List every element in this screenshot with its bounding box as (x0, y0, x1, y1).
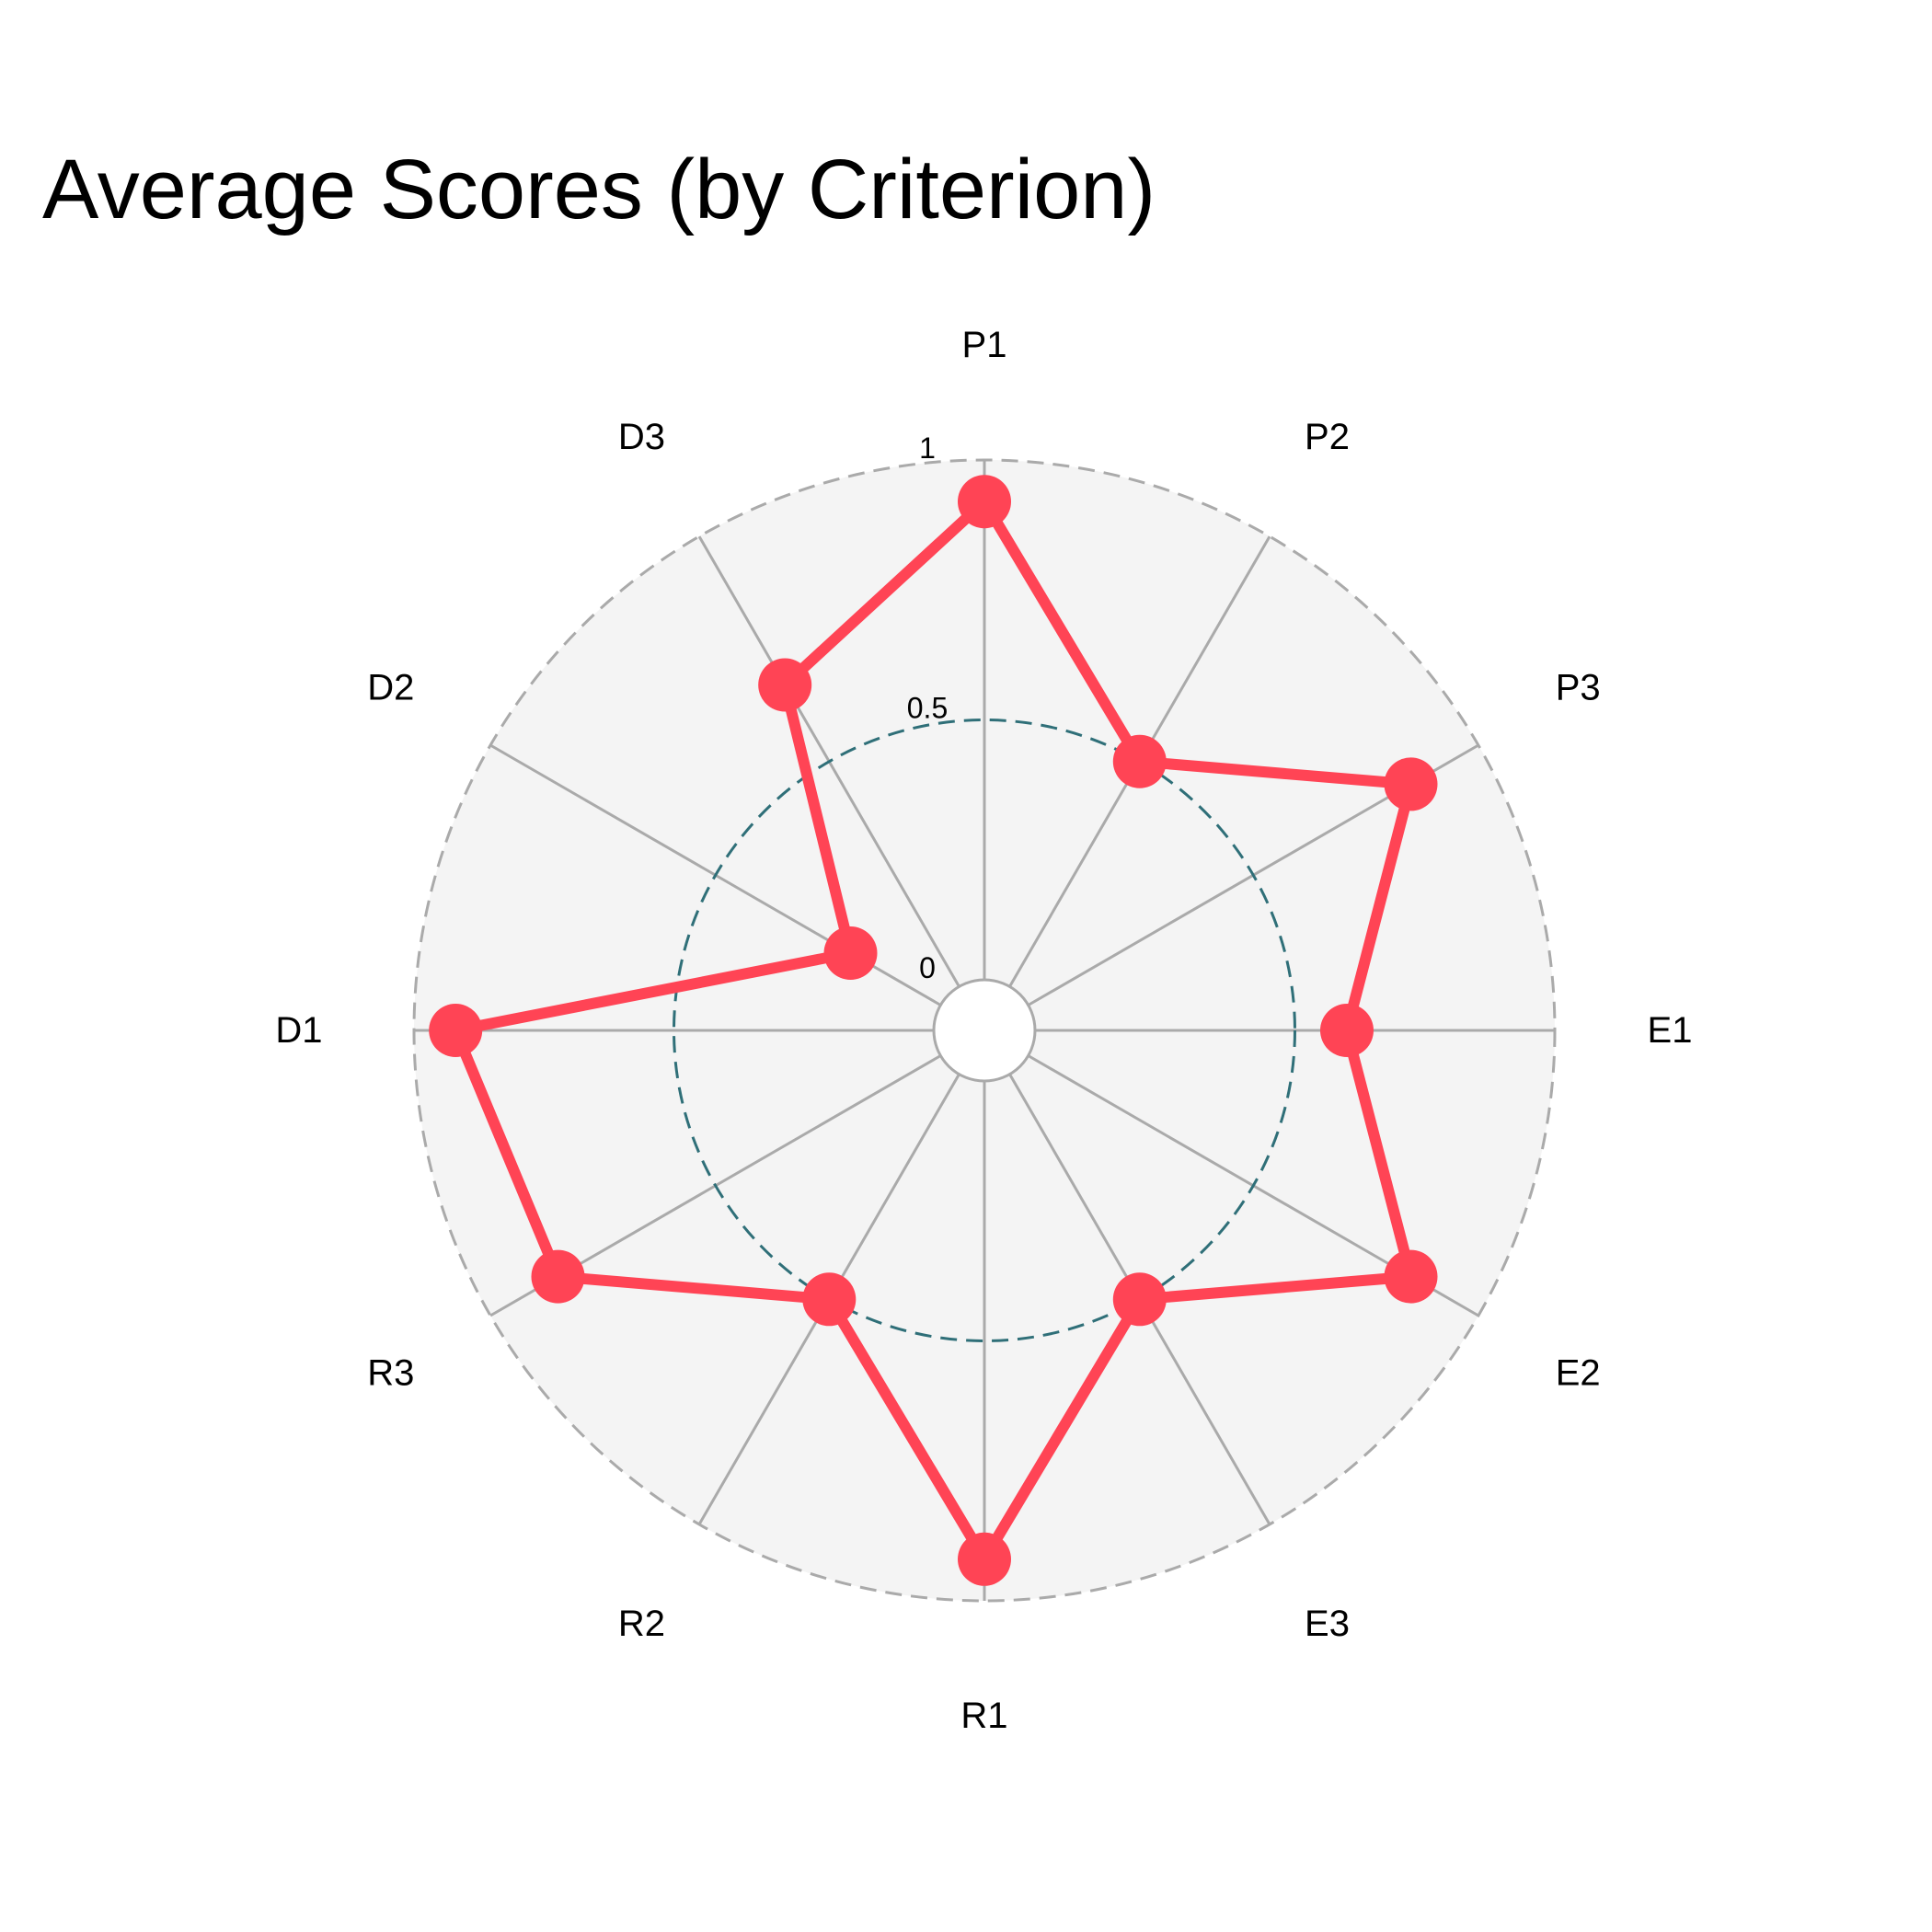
axis-label-r2: R2 (618, 1604, 665, 1644)
axis-label-r1: R1 (960, 1696, 1007, 1736)
axis-label-p2: P2 (1305, 417, 1350, 457)
mid-ring (673, 719, 1296, 1342)
data-point-p2 (1112, 734, 1167, 788)
data-point-e3 (1112, 1272, 1167, 1327)
data-point-e2 (1384, 1249, 1438, 1304)
data-point-d1 (429, 1004, 483, 1057)
axis-label-e2: E2 (1556, 1353, 1601, 1394)
radial-tick-label: 0.5 (907, 692, 948, 725)
data-point-r3 (531, 1249, 585, 1304)
axis-labels: P1 P2 P3 E1 E2 E3 R1 R2 R3 D1 D2 D3 (275, 325, 1692, 1736)
plot-background (414, 460, 1555, 1601)
radial-tick-labels: 00.51 (907, 431, 948, 984)
data-point-e1 (1320, 1004, 1374, 1057)
data-point-d3 (758, 658, 812, 712)
axis-label-d1: D1 (275, 1010, 322, 1051)
axis-label-e3: E3 (1305, 1604, 1350, 1644)
axis-label-r3: R3 (367, 1353, 414, 1394)
radial-tick-label: 0 (919, 951, 936, 984)
axis-label-p3: P3 (1556, 668, 1601, 708)
series-layer (429, 475, 1438, 1586)
center-hole (932, 978, 1037, 1083)
radial-tick-label: 1 (919, 431, 936, 465)
data-point-d2 (823, 926, 878, 980)
axis-label-p1: P1 (962, 325, 1007, 365)
grid-rings (412, 458, 1557, 1603)
axis-label-d2: D2 (367, 668, 414, 708)
outer-ring (412, 458, 1557, 1603)
data-point-p3 (1384, 757, 1438, 811)
data-point-r2 (802, 1272, 857, 1327)
axis-label-e1: E1 (1648, 1010, 1693, 1051)
chart-title: Average Scores (by Criterion) (42, 143, 1156, 236)
axis-label-d3: D3 (618, 417, 665, 457)
data-point-p1 (958, 475, 1011, 529)
data-point-r1 (958, 1532, 1011, 1586)
